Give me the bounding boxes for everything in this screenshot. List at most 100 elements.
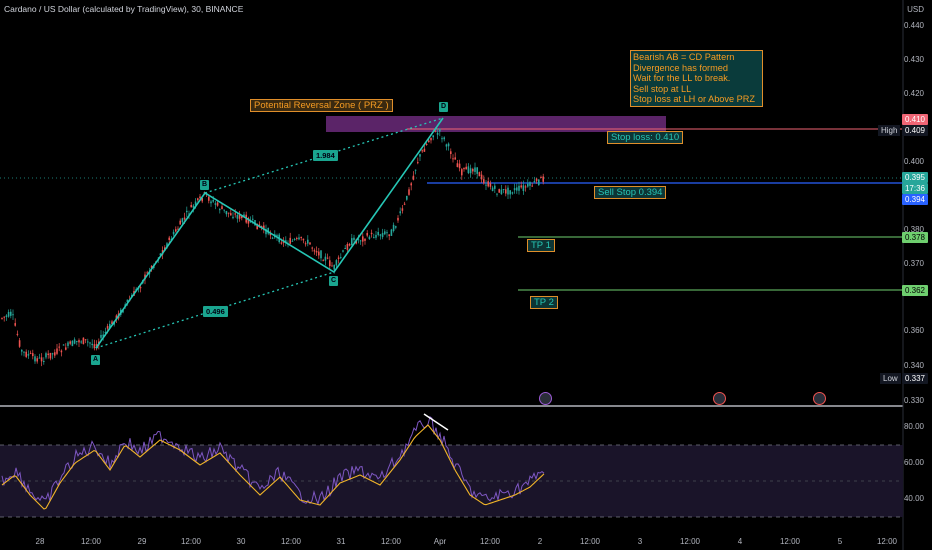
point-c-label[interactable]: C: [329, 276, 338, 286]
candle-body: [324, 256, 327, 261]
candle-body: [540, 177, 542, 179]
point-a-label[interactable]: A: [91, 355, 100, 365]
time-tick: 31: [336, 537, 346, 546]
candle-body: [263, 225, 265, 230]
candle-body: [210, 201, 212, 204]
candle-body: [357, 238, 360, 240]
ab-ratio-label[interactable]: 0.496: [203, 306, 228, 317]
chart-title: Cardano / US Dollar (calculated by Tradi…: [4, 4, 244, 14]
candle-body: [403, 203, 406, 205]
candle-body: [73, 339, 76, 344]
candle-body: [463, 167, 465, 170]
rsi-tick: 80.00: [903, 422, 924, 431]
candle-body: [109, 323, 111, 329]
tp1-label[interactable]: TP 1: [527, 239, 555, 252]
candle-body: [54, 352, 56, 356]
stop-loss-label[interactable]: Stop loss: 0.410: [607, 131, 684, 144]
candle-body: [428, 140, 430, 142]
candle-body: [16, 333, 19, 335]
candle-body: [337, 257, 340, 260]
candle-body: [359, 240, 362, 242]
candle-body: [43, 360, 45, 362]
candle-body: [76, 340, 78, 342]
time-tick: 30: [236, 537, 246, 546]
candle-body: [100, 334, 102, 338]
bd-ratio-label[interactable]: 1.984: [313, 150, 338, 161]
candle-body: [271, 237, 274, 239]
candle-body: [93, 344, 96, 349]
price-tick: 0.330: [903, 396, 924, 405]
candle-body: [342, 250, 344, 252]
candle-body: [23, 351, 25, 353]
prz-zone: [326, 116, 666, 132]
candle-body: [291, 240, 294, 242]
sell-stop-label[interactable]: Sell Stop 0.394: [594, 186, 667, 199]
candle-body: [71, 340, 74, 347]
time-tick: 12:00: [579, 537, 601, 546]
candle-body: [51, 353, 54, 355]
currency-label: USD: [907, 5, 924, 14]
candle-body: [111, 321, 113, 325]
candle-body: [465, 166, 467, 170]
lightning-event-icon[interactable]: [539, 392, 552, 405]
candle-body: [293, 239, 296, 241]
tp2-label[interactable]: TP 2: [530, 296, 558, 309]
candle-body: [285, 240, 287, 243]
candle-body: [496, 193, 498, 195]
point-b-label[interactable]: B: [200, 180, 209, 190]
candle-body: [331, 265, 333, 267]
point-d-label[interactable]: D: [439, 102, 448, 112]
abcd-pattern-line: [95, 117, 444, 349]
candle-body: [412, 175, 415, 180]
candle-body: [390, 229, 393, 236]
candle-body: [5, 315, 8, 317]
candle-body: [379, 234, 382, 236]
prz-label[interactable]: Potential Reversal Zone ( PRZ ): [250, 99, 393, 112]
trade-plan-note[interactable]: Bearish AB = CD Pattern Divergence has f…: [630, 50, 763, 107]
high-price-tag: 0.409: [901, 125, 928, 136]
price-tick: 0.400: [903, 157, 924, 166]
candle-body: [388, 234, 390, 236]
bd-ratio-dotted: [204, 117, 444, 194]
candle-body: [498, 189, 500, 193]
candle-body: [432, 135, 434, 138]
candle-body: [115, 315, 118, 320]
price-tick: 0.420: [903, 89, 924, 98]
candle-body: [95, 344, 98, 346]
candle-body: [487, 181, 489, 187]
candle-body: [221, 206, 223, 210]
candle-body: [348, 243, 351, 246]
candle-body: [201, 198, 203, 202]
candle-body: [454, 157, 456, 160]
high-label: High: [878, 125, 901, 136]
candle-body: [10, 311, 12, 316]
rsi-tick: 40.00: [903, 494, 924, 503]
time-tick: 4: [737, 537, 743, 546]
candle-body: [469, 168, 472, 174]
rsi-band: [0, 445, 903, 517]
candle-body: [518, 185, 520, 191]
candle-body: [311, 247, 313, 249]
candle-body: [296, 238, 298, 240]
countdown-tag: 17:36: [901, 183, 928, 194]
candle-body: [168, 237, 170, 241]
candle-body: [386, 232, 388, 234]
candle-body: [304, 243, 307, 245]
candle-body: [441, 138, 443, 140]
candle-body: [447, 143, 450, 147]
candle-body: [243, 214, 245, 217]
candle-body: [172, 231, 175, 235]
candle-body: [181, 218, 184, 223]
candle-body: [67, 342, 69, 346]
candle-body: [364, 238, 366, 241]
candle-body: [329, 260, 331, 267]
us-flag-event-icon[interactable]: [813, 392, 826, 405]
price-tick: 0.430: [903, 55, 924, 64]
candle-body: [179, 220, 181, 225]
price-tick: 0.440: [903, 21, 924, 30]
us-flag-event-icon[interactable]: [713, 392, 726, 405]
candle-body: [230, 213, 232, 216]
candle-body: [511, 192, 514, 194]
